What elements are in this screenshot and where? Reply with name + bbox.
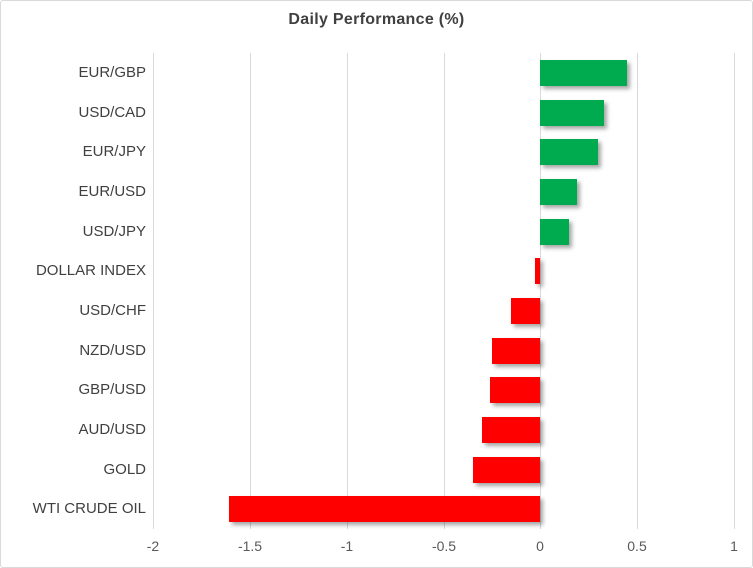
gridline: [153, 53, 154, 529]
x-axis-tick-label: 1: [730, 538, 738, 554]
gridline: [734, 53, 735, 529]
bar-dollar-index: [534, 258, 541, 285]
bar-wti-crude-oil: [228, 496, 541, 523]
gridline: [250, 53, 251, 529]
bar-eur-usd: [540, 178, 578, 205]
bar-usd-cad: [540, 99, 605, 126]
bar-gbp-usd: [490, 377, 541, 404]
x-axis-tick-label: -1: [340, 538, 354, 554]
category-label: WTI CRUDE OIL: [32, 500, 146, 518]
gridline: [347, 53, 348, 529]
bar-eur-gbp: [540, 59, 628, 86]
gridline: [637, 53, 638, 529]
bar-gold: [472, 456, 541, 483]
category-label: USD/CAD: [78, 103, 146, 121]
bar-usd-chf: [511, 297, 541, 324]
bar-nzd-usd: [491, 337, 541, 364]
category-label: EUR/GBP: [78, 63, 146, 81]
gridline: [540, 53, 541, 529]
bar-usd-jpy: [540, 218, 570, 245]
category-label: AUD/USD: [78, 420, 146, 438]
x-axis-tick-label: 0.5: [627, 538, 647, 554]
x-axis-tick-label: -0.5: [431, 538, 457, 554]
chart-title: Daily Performance (%): [288, 11, 465, 28]
category-label: EUR/JPY: [82, 143, 146, 161]
gridline: [444, 53, 445, 529]
category-label: USD/JPY: [82, 222, 146, 240]
category-label: EUR/USD: [78, 182, 146, 200]
x-axis-tick-label: -1.5: [237, 538, 263, 554]
bar-aud-usd: [482, 416, 541, 443]
category-label: GBP/USD: [78, 381, 146, 399]
x-axis-tick-label: 0: [536, 538, 544, 554]
bar-eur-jpy: [540, 139, 599, 166]
category-label: USD/CHF: [79, 301, 146, 319]
category-label: GOLD: [103, 460, 146, 478]
x-axis-tick-label: -2: [146, 538, 160, 554]
category-label: NZD/USD: [79, 341, 146, 359]
category-label: DOLLAR INDEX: [35, 262, 146, 280]
